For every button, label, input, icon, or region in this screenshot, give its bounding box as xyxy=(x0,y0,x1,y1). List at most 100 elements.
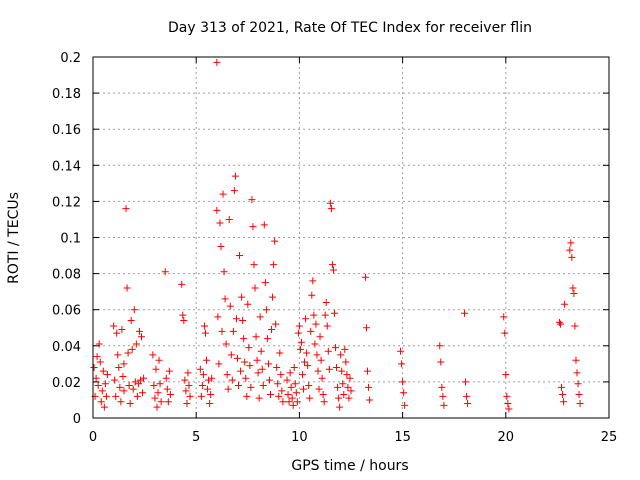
data-point xyxy=(140,374,148,382)
data-point xyxy=(436,342,444,350)
data-point xyxy=(103,371,111,379)
data-point xyxy=(289,401,297,409)
x-tick-label: 5 xyxy=(192,430,200,445)
x-tick-labels: 0 5 10 15 20 25 xyxy=(89,430,617,445)
y-tick-label: 0.14 xyxy=(52,159,81,174)
data-point xyxy=(347,387,355,395)
data-point xyxy=(127,317,135,325)
data-point xyxy=(97,398,105,406)
data-point xyxy=(312,320,320,328)
data-point xyxy=(276,349,284,357)
data-point xyxy=(306,394,314,402)
data-point xyxy=(252,333,260,341)
data-point xyxy=(122,205,130,213)
data-point xyxy=(239,317,247,325)
plot-frame xyxy=(92,56,610,419)
data-point xyxy=(346,374,354,382)
data-point xyxy=(287,383,295,391)
data-point xyxy=(164,398,172,406)
data-point xyxy=(439,392,447,400)
data-point xyxy=(110,322,118,330)
data-point xyxy=(437,358,445,366)
data-point xyxy=(120,387,128,395)
data-point xyxy=(227,351,235,359)
data-point xyxy=(131,378,139,386)
data-point xyxy=(245,344,253,352)
data-point xyxy=(216,219,224,227)
data-point xyxy=(200,322,208,330)
x-tick-label: 25 xyxy=(601,430,618,445)
data-point xyxy=(300,385,308,393)
data-point xyxy=(290,363,298,371)
data-point xyxy=(291,380,299,388)
data-point xyxy=(90,363,98,371)
data-point xyxy=(221,295,229,303)
data-point xyxy=(235,382,243,390)
data-point xyxy=(155,356,163,364)
data-point xyxy=(213,58,221,66)
data-point xyxy=(293,398,301,406)
data-point xyxy=(361,273,369,281)
data-point xyxy=(256,313,264,321)
data-point xyxy=(342,358,350,366)
data-point xyxy=(254,369,262,377)
data-point xyxy=(366,396,374,404)
y-tick-label: 0.06 xyxy=(52,304,81,319)
data-point xyxy=(332,344,340,352)
data-point xyxy=(152,365,160,373)
data-point xyxy=(157,398,165,406)
data-point xyxy=(279,398,287,406)
data-point xyxy=(333,363,341,371)
data-point xyxy=(462,378,470,386)
data-point xyxy=(255,394,263,402)
data-point xyxy=(238,293,246,301)
data-point xyxy=(251,284,259,292)
data-point xyxy=(316,333,324,341)
x-tick-label: 0 xyxy=(89,430,97,445)
data-point xyxy=(570,289,578,297)
data-point xyxy=(275,392,283,400)
grid-lines xyxy=(93,57,609,418)
data-point xyxy=(319,391,327,399)
data-point xyxy=(317,356,325,364)
data-point xyxy=(461,309,469,317)
data-point xyxy=(572,356,580,364)
data-point xyxy=(268,326,276,334)
y-tick-label: 0.2 xyxy=(60,51,81,66)
data-point xyxy=(118,326,126,334)
axis-ticks xyxy=(92,56,610,419)
data-point xyxy=(314,367,322,375)
data-point xyxy=(265,376,273,384)
data-point xyxy=(233,354,241,362)
data-point xyxy=(567,239,575,247)
data-point xyxy=(561,300,569,308)
data-point xyxy=(340,391,348,399)
data-point xyxy=(504,400,512,408)
data-point xyxy=(199,371,207,379)
data-point xyxy=(134,380,142,388)
data-point xyxy=(92,374,100,382)
x-tick-label: 15 xyxy=(394,430,411,445)
data-point xyxy=(501,329,509,337)
data-point xyxy=(269,293,277,301)
data-point xyxy=(223,371,231,379)
data-point xyxy=(295,322,303,330)
data-point xyxy=(341,345,349,353)
data-point xyxy=(257,347,265,355)
data-point xyxy=(224,385,232,393)
data-point xyxy=(124,349,132,357)
data-point xyxy=(555,318,563,326)
x-tick-label: 10 xyxy=(291,430,308,445)
data-point xyxy=(113,329,121,337)
data-point xyxy=(243,392,251,400)
data-point xyxy=(560,398,568,406)
data-point xyxy=(229,327,237,335)
data-point xyxy=(302,315,310,323)
data-point xyxy=(556,320,564,328)
data-point xyxy=(197,392,205,400)
data-point xyxy=(267,391,275,399)
data-point xyxy=(310,311,318,319)
data-point xyxy=(277,371,285,379)
data-point xyxy=(178,280,186,288)
data-point xyxy=(304,362,312,370)
